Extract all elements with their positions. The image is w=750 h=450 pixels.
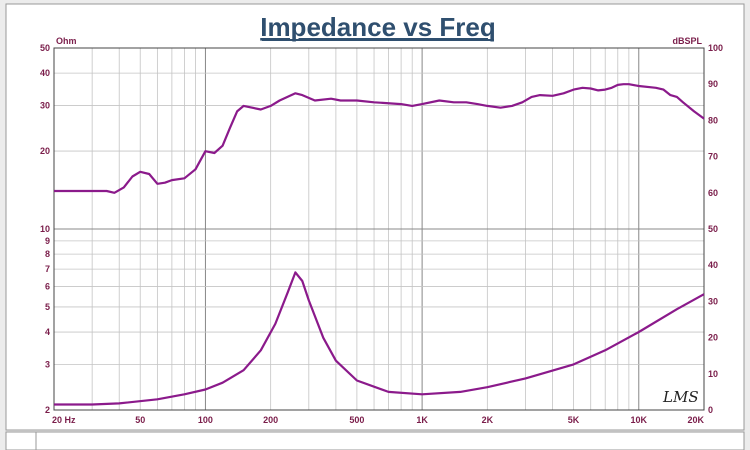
right-tick-label: 100 xyxy=(708,43,723,53)
series-layer xyxy=(54,83,705,406)
x-tick-label: 200 xyxy=(263,415,278,425)
x-tick-label: 2K xyxy=(482,415,494,425)
left-tick-label: 20 xyxy=(40,146,50,156)
left-tick-label: 9 xyxy=(45,236,50,246)
x-tick-label: 10K xyxy=(631,415,648,425)
x-tick-label: 20K xyxy=(687,415,704,425)
chart-title: Impedance vs Freq xyxy=(260,12,496,42)
right-tick-label: 40 xyxy=(708,260,718,270)
left-tick-label: 2 xyxy=(45,405,50,415)
right-tick-label: 70 xyxy=(708,152,718,162)
status-strip xyxy=(5,431,745,450)
impedance-curve xyxy=(54,271,705,406)
right-tick-label: 80 xyxy=(708,115,718,125)
left-axis-unit: Ohm xyxy=(56,36,77,46)
x-tick-label: 100 xyxy=(198,415,213,425)
left-tick-label: 6 xyxy=(45,281,50,291)
right-tick-label: 30 xyxy=(708,296,718,306)
x-tick-label: 5K xyxy=(568,415,580,425)
right-tick-label: 10 xyxy=(708,369,718,379)
left-tick-label: 7 xyxy=(45,264,50,274)
x-tick-label: 500 xyxy=(349,415,364,425)
right-tick-label: 90 xyxy=(708,79,718,89)
x-tick-label: 50 xyxy=(135,415,145,425)
chart-panel xyxy=(5,3,745,431)
grid xyxy=(53,47,705,411)
right-tick-label: 50 xyxy=(708,224,718,234)
right-tick-label: 20 xyxy=(708,333,718,343)
left-tick-label: 3 xyxy=(45,359,50,369)
left-tick-label: 40 xyxy=(40,68,50,78)
left-tick-label: 50 xyxy=(40,43,50,53)
left-tick-label: 10 xyxy=(40,224,50,234)
left-tick-label: 8 xyxy=(45,249,50,259)
left-tick-label: 30 xyxy=(40,100,50,110)
x-tick-label: 1K xyxy=(416,415,428,425)
lms-watermark: LMS xyxy=(662,388,699,406)
right-tick-label: 0 xyxy=(708,405,713,415)
tick-layer: 20 Hz 50 100 200 500 1K 2K 5K 10K 20K504030201098… xyxy=(40,43,723,425)
right-tick-label: 60 xyxy=(708,188,718,198)
left-tick-label: 5 xyxy=(45,302,50,312)
x-tick-label: 20 Hz xyxy=(52,415,76,425)
right-axis-unit: dBSPL xyxy=(672,36,702,46)
spl-curve xyxy=(54,83,705,194)
plot-area xyxy=(53,47,705,411)
left-tick-label: 4 xyxy=(45,327,50,337)
